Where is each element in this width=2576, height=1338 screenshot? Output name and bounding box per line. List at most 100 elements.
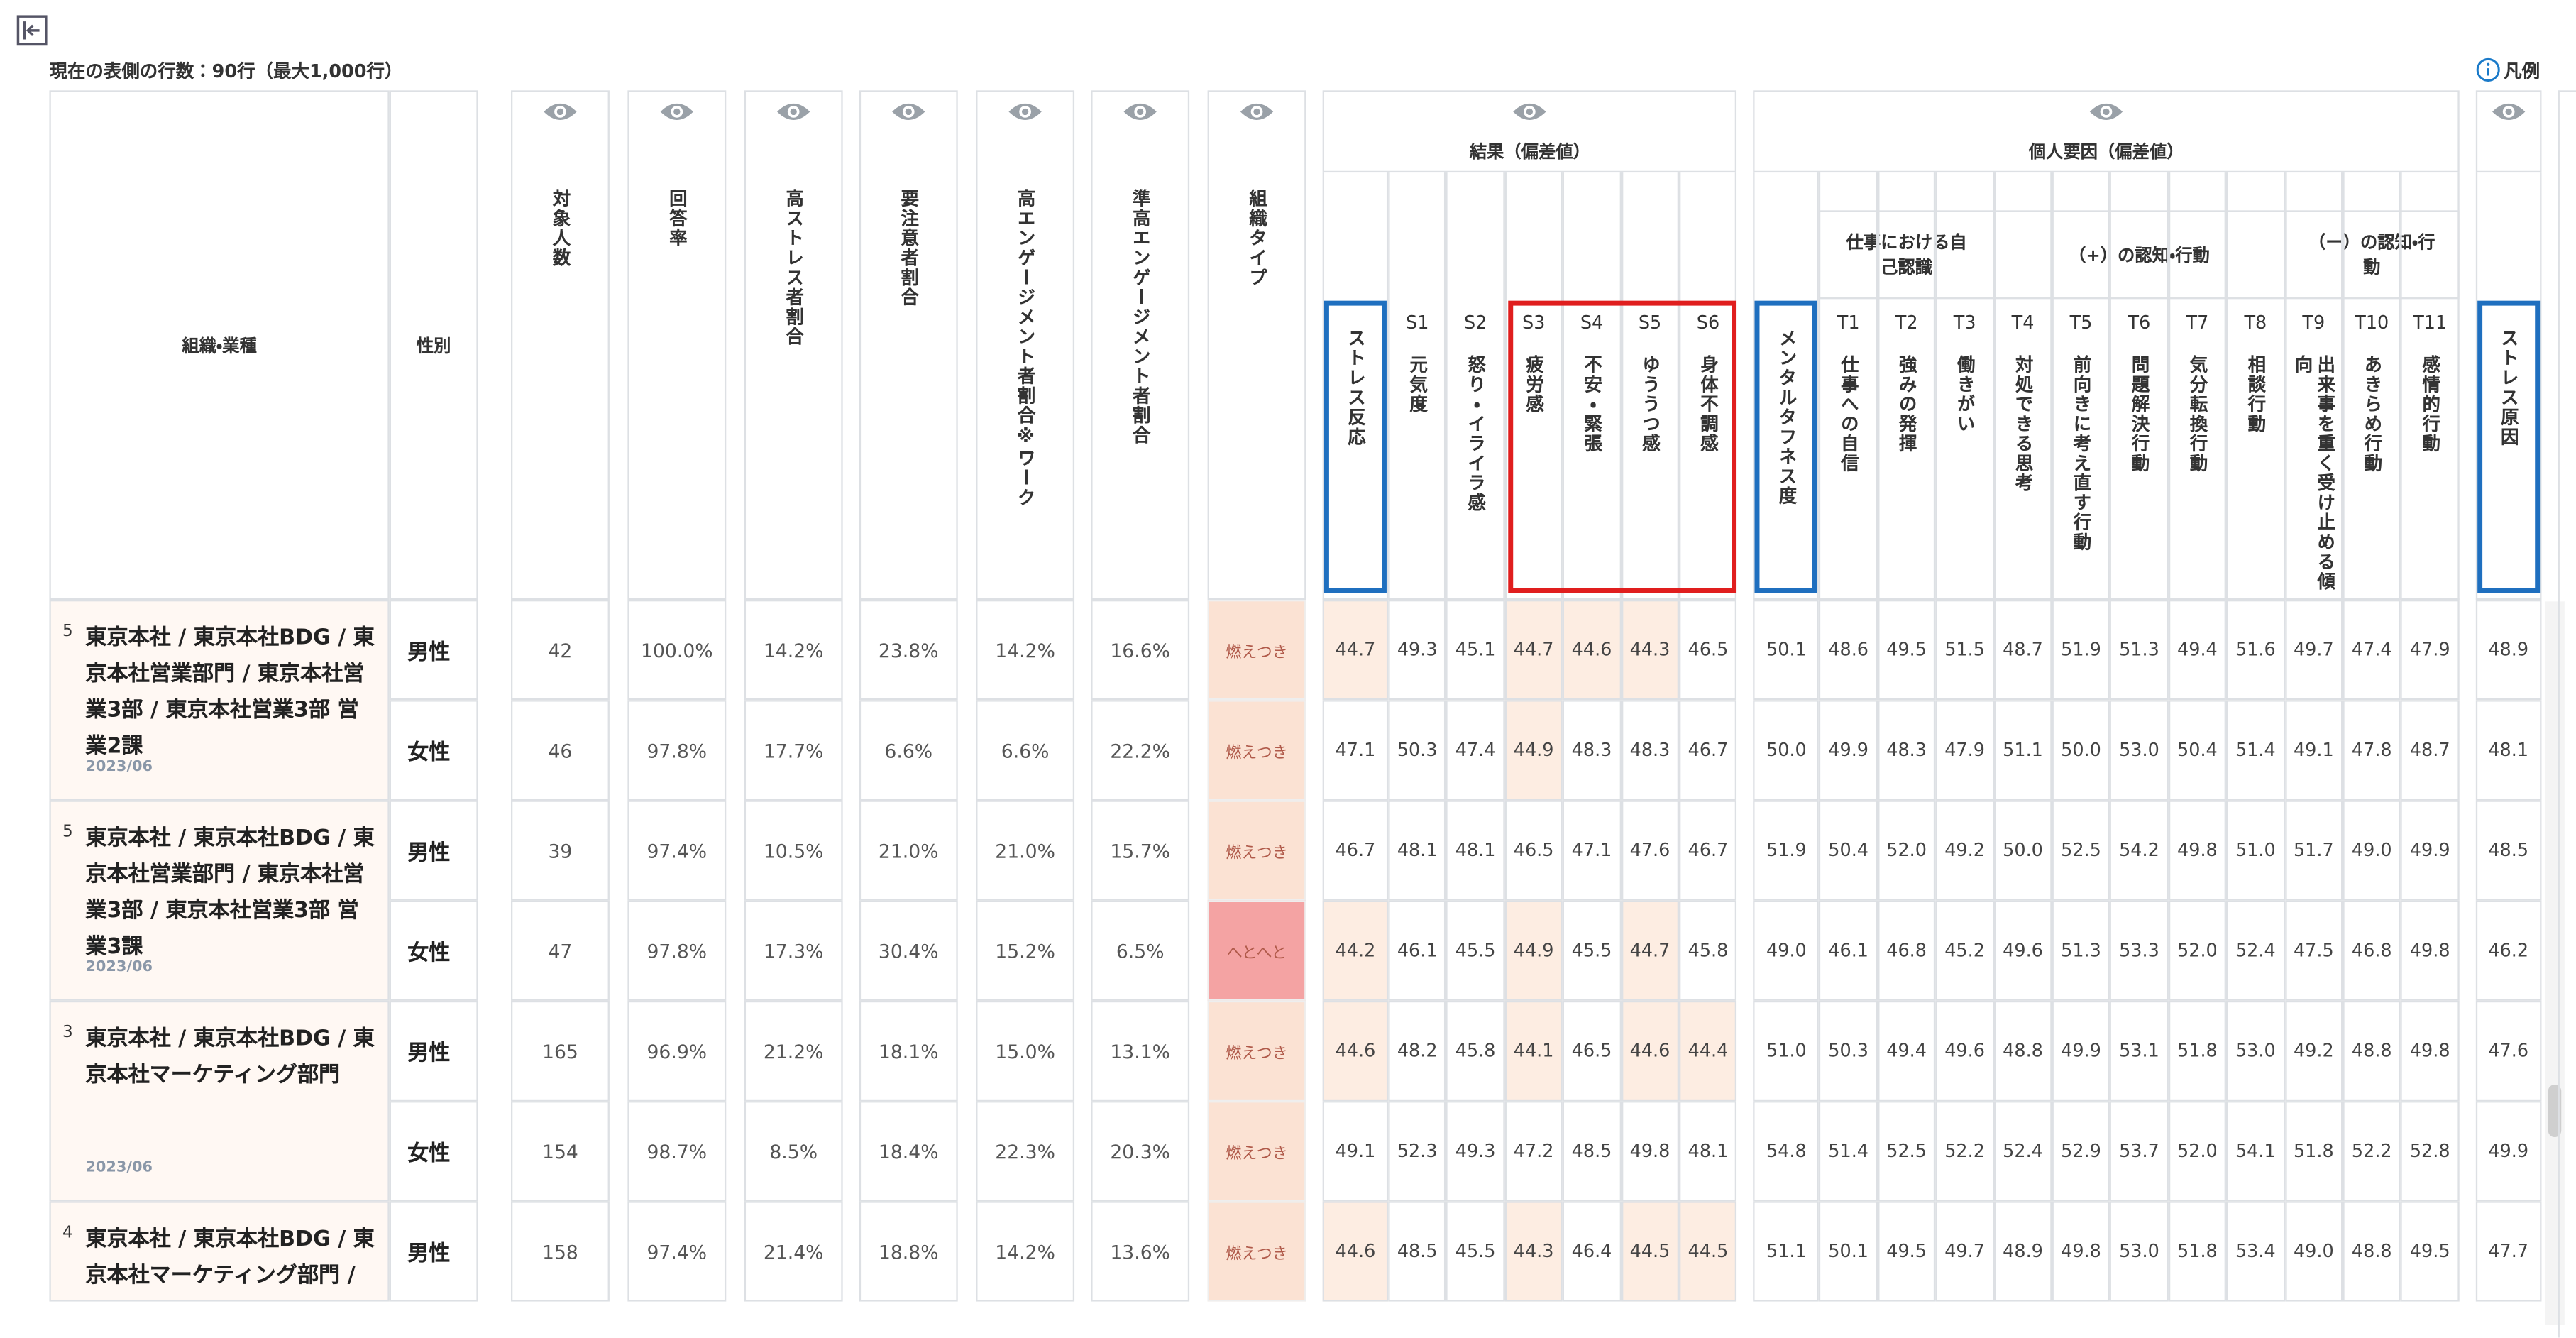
visibility-icon[interactable] [891, 100, 927, 123]
score-code: S3 [1521, 312, 1546, 334]
metric-cell: 46 [510, 700, 610, 801]
metric-cell: 13.1% [1091, 1000, 1190, 1102]
org-date: 2023/06 [85, 1160, 153, 1177]
score-code: T6 [2128, 312, 2151, 334]
visibility-icon[interactable] [1512, 100, 1548, 123]
score-header: 対処できる思考 [1994, 355, 2052, 601]
visibility-icon[interactable] [1007, 100, 1043, 123]
score-header-text: ストレス原因 [2498, 329, 2520, 447]
score-header-cell [1935, 172, 1994, 601]
metric-cell: 17.7% [744, 700, 843, 801]
score-cell: 45.8 [1446, 1000, 1505, 1102]
score-cell: 47.7 [2475, 1201, 2541, 1302]
score-code: S6 [1696, 312, 1720, 334]
org-header: 組織・業種 [49, 90, 390, 601]
score-cell: 51.5 [1935, 600, 1994, 701]
score-cell: 53.1 [2110, 1000, 2169, 1102]
score-cell: 48.1 [1388, 800, 1447, 901]
legend-link[interactable]: 凡例 [2504, 60, 2541, 82]
metric-header-text: 組織タイプ [1246, 189, 1268, 288]
score-cell: 44.7 [1621, 900, 1679, 1001]
metric-cell: 8.5% [744, 1101, 843, 1202]
score-cell: 48.2 [1388, 1000, 1447, 1102]
score-header-cell [2168, 172, 2227, 601]
metric-cell: 6.6% [976, 700, 1075, 801]
org-name: 東京本社 / 東京本社BDG / 東京本社マーケティング部門 / 東京本社マーケ… [85, 1227, 375, 1289]
metric-header-cell [510, 90, 610, 601]
score-header: メンタルタフネス度 [1754, 329, 1820, 575]
score-cell: 46.1 [1819, 900, 1878, 1001]
score-cell: 49.8 [2052, 1201, 2110, 1302]
focus-outline [1507, 300, 1737, 593]
score-cell: 48.8 [2343, 1000, 2401, 1102]
score-header-cell [2284, 172, 2343, 601]
score-code: S5 [1638, 312, 1662, 334]
row-count: 現在の表側の行数：90行（最大1,000行） [49, 60, 403, 82]
score-cell: 51.0 [1754, 1000, 1820, 1102]
score-cell: 44.7 [1322, 600, 1389, 701]
visibility-icon[interactable] [1239, 100, 1275, 123]
score-cell: 47.4 [1446, 700, 1505, 801]
score-header-cell [2110, 172, 2169, 601]
visibility-icon[interactable] [2088, 100, 2125, 123]
score-cell: 50.4 [2168, 700, 2227, 801]
score-cell: 49.4 [1877, 1000, 1936, 1102]
gender-cell: 男性 [389, 800, 478, 901]
score-header-cell [1877, 172, 1936, 601]
score-cell: 47.2 [1504, 1101, 1563, 1202]
score-code: S1 [1406, 312, 1429, 334]
info-icon[interactable] [2476, 57, 2501, 82]
metric-cell: 15.2% [976, 900, 1075, 1001]
score-code: T2 [1895, 312, 1918, 334]
org-cell [49, 1201, 390, 1302]
score-cell: 51.1 [1993, 700, 2052, 801]
org-cell [49, 600, 390, 801]
score-cell: 49.4 [2168, 600, 2227, 701]
score-cell: 44.9 [1504, 900, 1563, 1001]
scrollbar[interactable] [2545, 601, 2565, 1325]
score-cell: 50.0 [1754, 700, 1820, 801]
metric-header-text: 回答率 [666, 189, 688, 248]
score-cell: 51.1 [1754, 1201, 1820, 1302]
metric-cell: 14.2% [976, 600, 1075, 701]
visibility-icon[interactable] [776, 100, 812, 123]
visibility-icon[interactable] [659, 100, 695, 123]
score-code: T5 [2069, 312, 2093, 334]
visibility-icon[interactable] [2490, 100, 2526, 123]
score-cell: 49.6 [1993, 900, 2052, 1001]
score-cell: 49.9 [2475, 1101, 2541, 1202]
score-cell: 47.9 [2401, 600, 2460, 701]
metric-cell: 97.4% [627, 800, 727, 901]
score-header-text: 出来事を重く受け止める傾向 [2292, 355, 2337, 592]
score-cell: 49.8 [1621, 1101, 1679, 1202]
score-cell: 49.1 [2284, 700, 2343, 801]
score-code: T11 [2413, 312, 2448, 334]
score-code: S4 [1580, 312, 1604, 334]
score-cell: 48.8 [2343, 1201, 2401, 1302]
metric-cell: 97.8% [627, 700, 727, 801]
org-type-cell [1207, 700, 1306, 801]
score-cell: 49.5 [1877, 1201, 1936, 1302]
score-cell: 49.6 [1935, 1000, 1994, 1102]
score-cell: 53.3 [2110, 900, 2169, 1001]
collapse-icon[interactable] [16, 15, 49, 48]
score-header-cell [2475, 172, 2541, 601]
score-cell: 51.4 [2226, 700, 2285, 801]
score-cell: 52.9 [2052, 1101, 2110, 1202]
score-cell: 50.0 [1993, 800, 2052, 901]
score-cell: 51.0 [2226, 800, 2285, 901]
metric-cell: 20.3% [1091, 1101, 1190, 1202]
score-cell: 46.7 [1322, 800, 1389, 901]
score-cell: 47.4 [2343, 600, 2401, 701]
score-header-text: 仕事への自信 [1838, 355, 1860, 473]
visibility-icon[interactable] [1122, 100, 1158, 123]
score-cell: 44.7 [1504, 600, 1563, 701]
score-cell: 44.1 [1504, 1000, 1563, 1102]
score-code: T8 [2244, 312, 2267, 334]
score-cell: 51.8 [2168, 1000, 2227, 1102]
visibility-icon[interactable] [542, 100, 578, 123]
metric-cell: 21.4% [744, 1201, 843, 1302]
score-header-cell [1819, 172, 1878, 601]
score-cell: 49.3 [1446, 1101, 1505, 1202]
org-type-cell [1207, 900, 1306, 1001]
